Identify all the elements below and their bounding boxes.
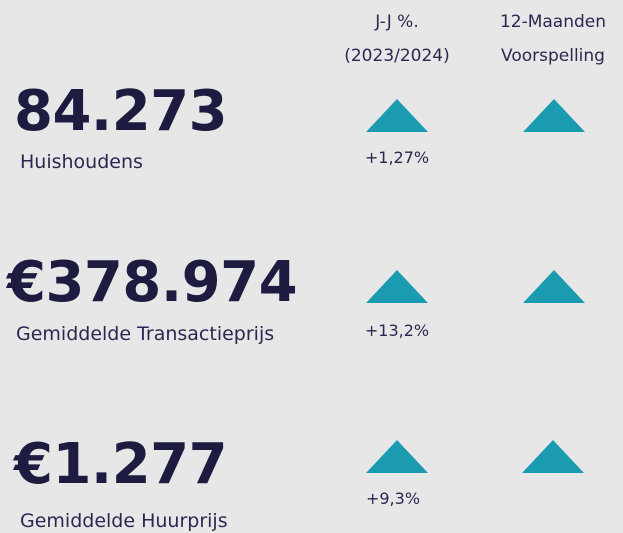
stat-value: €1.277	[14, 432, 228, 497]
up-arrow	[522, 440, 584, 473]
column-header: (2023/2024)	[344, 46, 450, 66]
up-arrow	[523, 270, 585, 303]
column-header: J-J %.	[375, 12, 419, 32]
stat-change: +1,27%	[364, 148, 430, 167]
stat-value: 84.273	[14, 79, 228, 144]
up-arrow	[366, 270, 428, 303]
up-arrow	[366, 99, 428, 132]
column-header: Voorspelling	[501, 46, 605, 66]
up-arrow	[523, 99, 585, 132]
stat-change: +9,3%	[365, 489, 421, 508]
stat-label: Huishoudens	[20, 151, 143, 173]
stat-label: Gemiddelde Transactieprijs	[16, 323, 275, 345]
stat-value: €378.974	[7, 250, 298, 315]
stat-change: +13,2%	[364, 321, 430, 340]
column-header: 12-Maanden	[499, 12, 607, 32]
up-arrow	[366, 440, 428, 473]
stat-label: Gemiddelde Huurprijs	[20, 510, 228, 532]
